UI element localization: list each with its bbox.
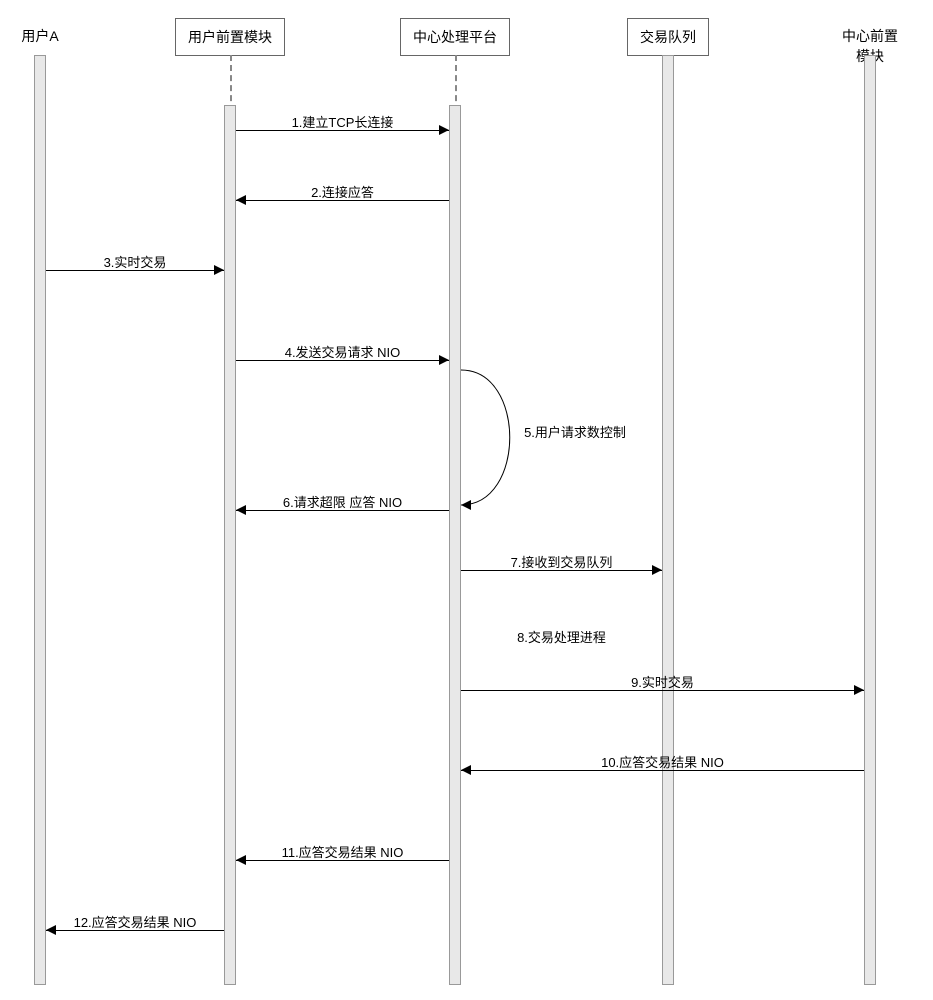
participant-userFront: 用户前置模块 <box>175 18 285 56</box>
arrow-head <box>439 125 449 135</box>
arrow-head <box>652 565 662 575</box>
message-label-10: 10.应答交易结果 NIO <box>601 752 724 771</box>
arrow-head <box>461 765 471 775</box>
arrow-head <box>236 195 246 205</box>
message-label-1: 1.建立TCP长连接 <box>292 112 394 131</box>
message-label-6: 6.请求超限 应答 NIO <box>283 492 402 511</box>
message-label-2: 2.连接应答 <box>311 182 374 201</box>
message-label-4: 4.发送交易请求 NIO <box>285 342 401 361</box>
message-label-5: 5.用户请求数控制 <box>524 422 626 441</box>
arrow-head <box>854 685 864 695</box>
arrow-head <box>46 925 56 935</box>
activation-userFront <box>224 105 236 985</box>
message-label-12: 12.应答交易结果 NIO <box>74 912 197 931</box>
participant-queue: 交易队列 <box>627 18 709 56</box>
self-message-curve <box>461 365 581 520</box>
participant-box: 用户前置模块 <box>175 18 285 56</box>
activation-userA <box>34 55 46 985</box>
activation-center <box>449 105 461 985</box>
arrow-head <box>236 505 246 515</box>
arrow-head <box>439 355 449 365</box>
arrow-head <box>214 265 224 275</box>
participant-center: 中心处理平台 <box>400 18 510 56</box>
message-label-11: 11.应答交易结果 NIO <box>282 842 404 861</box>
message-label-8: 8.交易处理进程 <box>517 627 606 646</box>
message-label-3: 3.实时交易 <box>104 252 167 271</box>
participant-box: 中心处理平台 <box>400 18 510 56</box>
activation-queue <box>662 55 674 985</box>
participant-box: 交易队列 <box>627 18 709 56</box>
activation-centerFront <box>864 55 876 985</box>
message-label-9: 9.实时交易 <box>631 672 694 691</box>
arrow-head <box>236 855 246 865</box>
message-label-7: 7.接收到交易队列 <box>511 552 613 571</box>
participant-userA: 用户A <box>21 26 58 46</box>
